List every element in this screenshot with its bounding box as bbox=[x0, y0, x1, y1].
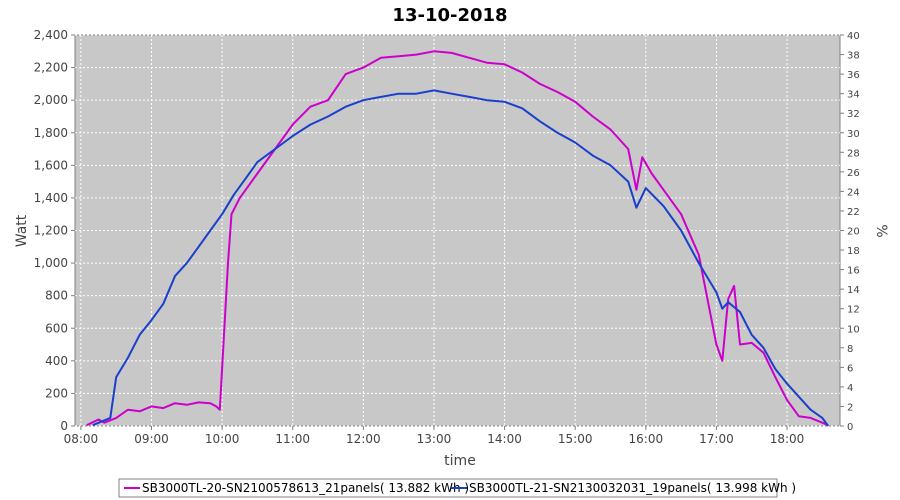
y-tick-label: 0 bbox=[60, 419, 68, 433]
x-tick-label: 09:00 bbox=[134, 432, 169, 446]
y-right-tick-label: 4 bbox=[847, 383, 853, 394]
y-right-tick-label: 2 bbox=[847, 402, 853, 413]
y-right-tick-label: 36 bbox=[847, 70, 860, 81]
y-right-tick-label: 26 bbox=[847, 168, 860, 179]
y-axis-left: 0 200 400 600 800 1,000 1,200 1,400 1,600 1,800 2,… bbox=[34, 28, 75, 433]
plot-area bbox=[74, 34, 841, 427]
y-tick-label: 200 bbox=[45, 386, 68, 400]
x-tick-label: 17:00 bbox=[699, 432, 734, 446]
y-tick-label: 1,800 bbox=[34, 126, 68, 140]
y-tick-label: 600 bbox=[45, 321, 68, 335]
chart-title: 13-10-2018 bbox=[392, 5, 507, 26]
legend-label-1: SB3000TL-20-SN2100578613_21panels( 13.88… bbox=[142, 481, 469, 495]
y-right-tick-label: 40 bbox=[847, 31, 860, 42]
x-axis: 08:00 09:00 10:00 11:00 12:00 13:00 14:00 15:00… bbox=[64, 426, 805, 446]
y-tick-label: 2,200 bbox=[34, 61, 68, 75]
y-right-tick-label: 14 bbox=[847, 285, 860, 296]
legend-box bbox=[118, 478, 778, 498]
x-tick-label: 11:00 bbox=[275, 432, 310, 446]
x-tick-label: 14:00 bbox=[487, 432, 522, 446]
y-tick-label: 2,400 bbox=[34, 28, 68, 42]
y-tick-label: 1,600 bbox=[34, 158, 68, 172]
y-axis-title: Watt bbox=[14, 214, 30, 247]
series-lines bbox=[86, 50, 830, 427]
y-right-tick-label: 32 bbox=[847, 109, 860, 120]
y-right-tick-label: 22 bbox=[847, 207, 860, 218]
x-tick-label: 13:00 bbox=[417, 432, 452, 446]
x-axis-title: time bbox=[444, 453, 476, 469]
y-right-tick-label: 24 bbox=[847, 187, 860, 198]
y-tick-label: 1,400 bbox=[34, 191, 68, 205]
legend-label-2: SB3000TL-21-SN2130032031_19panels( 13.99… bbox=[469, 481, 796, 495]
y-right-tick-label: 28 bbox=[847, 148, 860, 159]
y-tick-label: 1,000 bbox=[34, 256, 68, 270]
y-right-tick-label: 20 bbox=[847, 227, 860, 238]
y-tick-label: 1,200 bbox=[34, 224, 68, 238]
y-right-tick-label: 16 bbox=[847, 266, 860, 277]
x-tick-label: 18:00 bbox=[770, 432, 805, 446]
y-right-tick-label: 34 bbox=[847, 90, 860, 101]
y-tick-label: 2,000 bbox=[34, 93, 68, 107]
y-right-tick-label: 10 bbox=[847, 324, 860, 335]
series-line-1 bbox=[86, 50, 829, 427]
y-tick-label: 800 bbox=[45, 289, 68, 303]
y-right-tick-label: 18 bbox=[847, 246, 860, 257]
y-right-tick-label: 12 bbox=[847, 305, 860, 316]
x-tick-label: 08:00 bbox=[64, 432, 99, 446]
series-line-2 bbox=[92, 89, 830, 427]
legend: SB3000TL-20-SN2100578613_21panels( 13.88… bbox=[118, 478, 796, 498]
x-tick-label: 10:00 bbox=[205, 432, 240, 446]
y-right-tick-label: 6 bbox=[847, 363, 853, 374]
x-tick-label: 16:00 bbox=[629, 432, 664, 446]
y-right-tick-label: 0 bbox=[847, 422, 853, 433]
x-tick-label: 15:00 bbox=[558, 432, 593, 446]
y-tick-label: 400 bbox=[45, 354, 68, 368]
y-right-tick-label: 38 bbox=[847, 51, 860, 62]
y-right-tick-label: 30 bbox=[847, 129, 860, 140]
y-right-tick-label: 8 bbox=[847, 344, 853, 355]
x-tick-label: 12:00 bbox=[346, 432, 381, 446]
y-axis-right-title: % bbox=[873, 224, 889, 237]
